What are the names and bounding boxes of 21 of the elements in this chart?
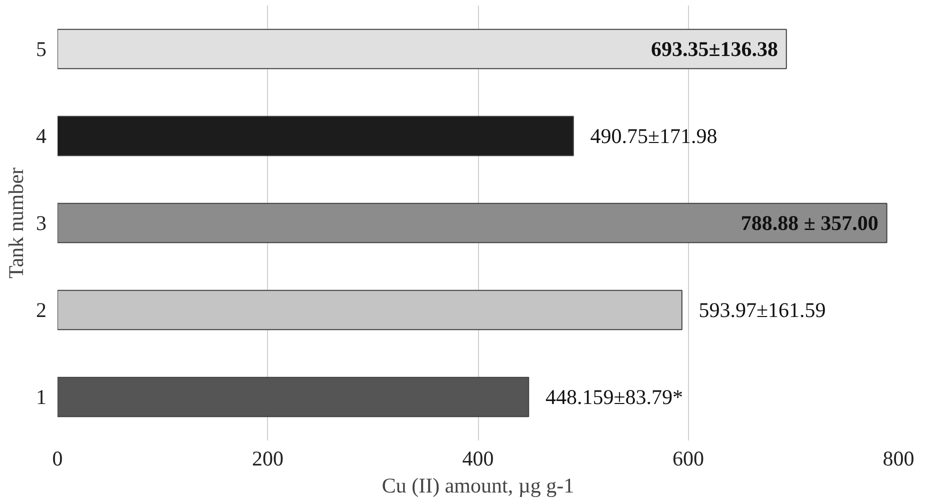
data-label: 788.88 ± 357.00 [740,211,878,235]
y-axis-title: Tank number [4,167,28,279]
bar [58,28,787,70]
data-label: 448.159±83.79* [545,385,683,409]
data-label: 693.35±136.38 [650,37,778,61]
y-tick-label: 5 [36,37,46,61]
x-tick-label: 800 [882,446,914,470]
x-tick-label: 400 [462,446,494,470]
data-label: 490.75±171.98 [590,124,718,148]
data-label: 593.97±161.59 [698,298,826,322]
bar [58,376,530,418]
y-tick-label: 4 [36,124,47,148]
y-tick-label: 3 [36,211,46,235]
x-tick-label: 600 [672,446,704,470]
bar [58,116,574,156]
x-tick-label: 0 [52,446,63,470]
x-tick-label: 200 [252,446,284,470]
x-axis-title: Cu (II) amount, µg g-1 [382,474,574,498]
y-tick-label: 1 [36,385,46,409]
bar [58,202,888,244]
y-tick-label: 2 [36,298,46,322]
